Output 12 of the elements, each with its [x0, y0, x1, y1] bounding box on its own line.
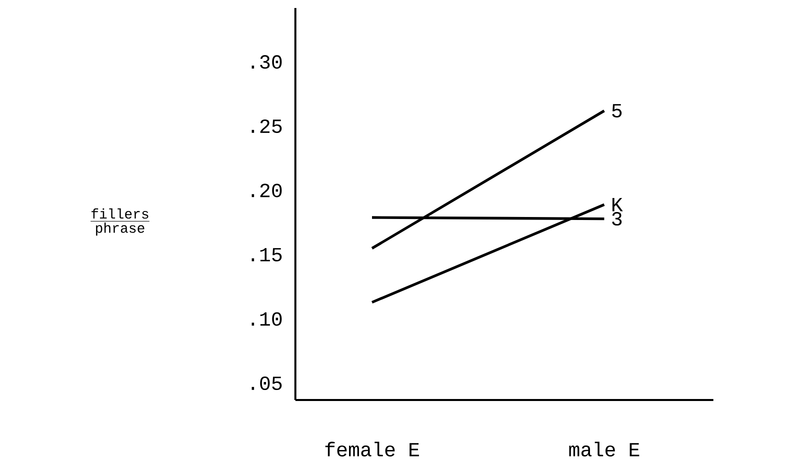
y-tick-label: .15: [252, 248, 282, 262]
y-tick-label: .20: [252, 184, 282, 198]
text: $\frac{\mathtt{fillers}}{\mathtt{phrase}}$: [90, 208, 150, 236]
series-label: 5: [612, 104, 622, 118]
y-tick-label: .05: [252, 376, 282, 390]
x-tick-label: female E: [325, 442, 419, 456]
series-label: K: [612, 198, 623, 212]
series-label: 3: [612, 212, 622, 226]
y-tick-label: .30: [252, 55, 282, 69]
x-tick-label: male E: [569, 442, 640, 456]
y-tick-label: .25: [252, 119, 282, 134]
y-tick-label: .10: [252, 312, 282, 326]
